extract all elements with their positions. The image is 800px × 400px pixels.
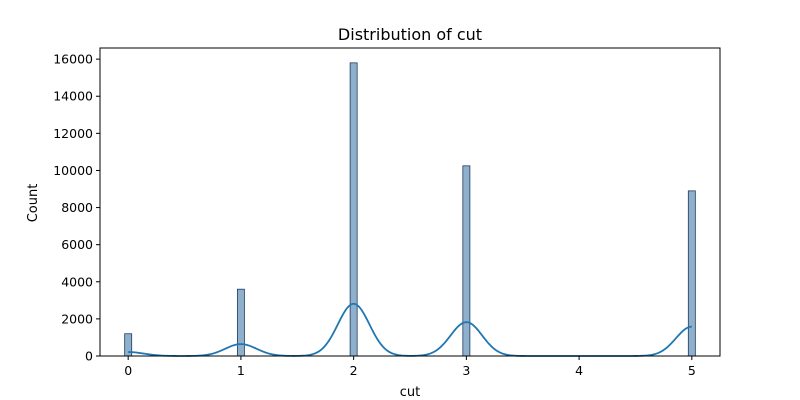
bar-2 — [349, 62, 358, 357]
x-tick-label: 1 — [237, 363, 245, 378]
y-tick-label: 16000 — [53, 52, 93, 67]
kde-line — [128, 302, 692, 357]
y-tick-label: 0 — [85, 349, 93, 364]
y-tick-label: 14000 — [53, 89, 93, 104]
x-ticks: 0 1 2 3 4 5 — [124, 356, 696, 378]
chart-title: Distribution of cut — [338, 25, 482, 44]
y-tick-label: 4000 — [61, 274, 93, 289]
y-tick-label: 10000 — [53, 163, 93, 178]
x-tick-label: 3 — [462, 363, 470, 378]
y-tick-label: 2000 — [61, 311, 93, 326]
x-tick-label: 0 — [124, 363, 132, 378]
bars-group — [124, 62, 696, 357]
x-axis-label: cut — [400, 385, 420, 400]
y-ticks: 0 2000 4000 6000 8000 10000 12000 14000 16000 — [53, 52, 100, 364]
y-tick-label: 6000 — [61, 237, 93, 252]
kde-layer — [128, 302, 692, 357]
bar-5 — [687, 190, 696, 357]
y-tick-label: 12000 — [53, 126, 93, 141]
x-tick-label: 5 — [688, 363, 696, 378]
bar-3 — [462, 165, 471, 357]
y-tick-label: 8000 — [61, 200, 93, 215]
y-axis-label: Count — [26, 184, 41, 223]
x-tick-label: 2 — [350, 363, 358, 378]
x-tick-label: 4 — [575, 363, 583, 378]
plot-area-frame — [99, 47, 721, 357]
bar-1 — [236, 288, 245, 357]
